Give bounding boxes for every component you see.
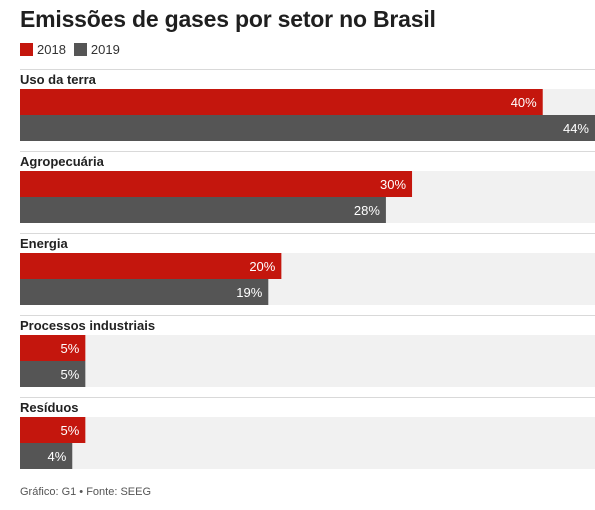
bar-value-label: 5% bbox=[61, 341, 80, 356]
legend-swatch-2018 bbox=[20, 43, 33, 56]
bar-value-label: 44% bbox=[563, 121, 589, 136]
bar-2019 bbox=[20, 443, 73, 469]
bar-value-label: 40% bbox=[511, 95, 537, 110]
legend: 2018 2019 bbox=[20, 42, 128, 57]
legend-item-2018: 2018 bbox=[20, 42, 66, 57]
chart-title: Emissões de gases por setor no Brasil bbox=[20, 6, 436, 32]
bar-value-label: 5% bbox=[61, 367, 80, 382]
bar-2018 bbox=[20, 253, 282, 279]
legend-label-2019: 2019 bbox=[90, 42, 120, 57]
bar-value-label: 20% bbox=[249, 259, 275, 274]
category-label: Energia bbox=[20, 236, 68, 251]
bar-2019 bbox=[20, 115, 595, 141]
bar-2019 bbox=[20, 361, 86, 387]
bar-track bbox=[20, 417, 595, 443]
category-label: Uso da terra bbox=[20, 72, 97, 87]
category-label: Agropecuária bbox=[20, 154, 105, 169]
bar-value-label: 28% bbox=[354, 203, 380, 218]
bar-2018 bbox=[20, 417, 86, 443]
bar-track bbox=[20, 443, 595, 469]
legend-swatch-2019 bbox=[73, 43, 87, 56]
bar-value-label: 4% bbox=[47, 449, 66, 464]
legend-item-2019: 2019 bbox=[73, 42, 120, 57]
chart-source: Gráfico: G1 • Fonte: SEEG bbox=[20, 486, 152, 498]
legend-label-2018: 2018 bbox=[37, 42, 66, 57]
bar-value-label: 30% bbox=[380, 177, 406, 192]
bar-track bbox=[20, 361, 595, 387]
bar-2018 bbox=[20, 89, 543, 115]
bar-2019 bbox=[20, 279, 269, 305]
bar-2018 bbox=[20, 335, 86, 361]
category-label: Resíduos bbox=[20, 400, 79, 415]
bar-value-label: 19% bbox=[236, 285, 262, 300]
bar-track bbox=[20, 335, 595, 361]
bar-2019 bbox=[20, 197, 386, 223]
bar-2018 bbox=[20, 171, 413, 197]
bar-value-label: 5% bbox=[61, 423, 80, 438]
category-label: Processos industriais bbox=[20, 318, 155, 333]
